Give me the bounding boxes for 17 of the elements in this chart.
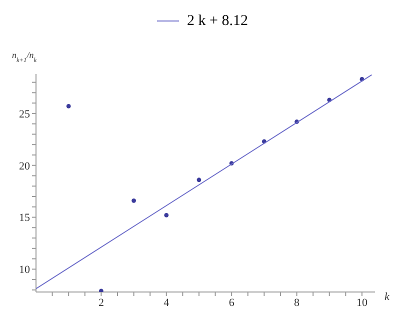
point [196,178,202,182]
y-tick-label: 10 [19,264,30,276]
y-tick-label: 25 [19,108,30,120]
x-tick-label: 6 [228,296,235,309]
y-tick-label: 15 [19,212,30,224]
point [98,288,104,292]
x-tick-label: 4 [164,296,170,309]
x-tick-label: 8 [294,296,300,309]
point [164,212,169,218]
legend-label: 2 k + 8.12 [187,12,248,30]
point [132,198,136,203]
y-tick-label: 20 [19,160,30,172]
x-tick-label: 10 [356,296,368,309]
x-axis-title: k [384,291,391,303]
point [66,104,71,108]
y-axis-title: n$_{k+1}$/n$_{k}$ [12,50,37,64]
x-tick-label: 2 [98,296,104,309]
